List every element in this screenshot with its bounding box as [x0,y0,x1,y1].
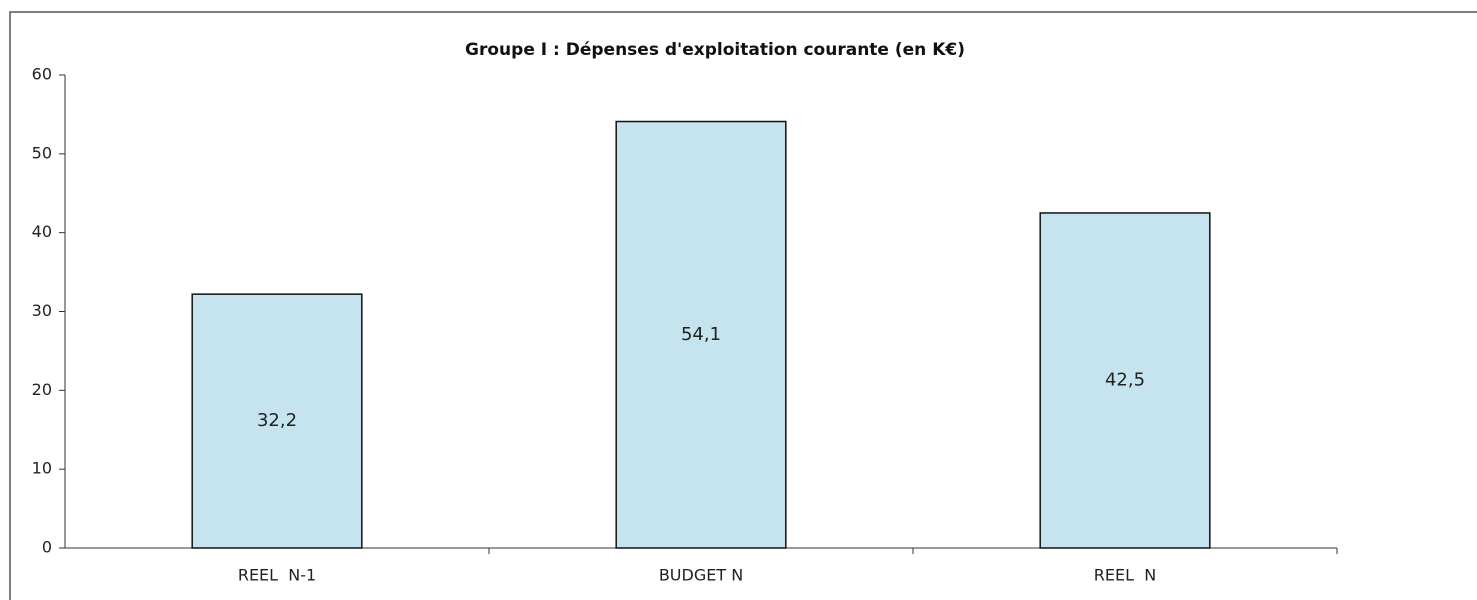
value-label: 54,1 [681,324,721,345]
bar [615,120,787,549]
y-tick-label: 20 [32,380,52,399]
y-tick-label: 60 [32,65,52,84]
y-tick-label: 30 [32,301,52,320]
y-tick-label: 0 [42,538,52,557]
x-tick-label: REEL N [1094,566,1156,585]
y-tick-label: 10 [32,459,52,478]
bar [191,293,363,549]
y-tick-label: 50 [32,143,52,162]
value-label: 42,5 [1105,369,1145,390]
y-tick-label: 40 [32,222,52,241]
value-label: 32,2 [257,410,297,431]
bar [1039,212,1211,549]
chart-frame [9,11,1477,600]
x-tick-label: BUDGET N [659,566,743,585]
x-tick-label: REEL N-1 [238,566,316,585]
chart-title: Groupe I : Dépenses d'exploitation coura… [465,40,965,60]
